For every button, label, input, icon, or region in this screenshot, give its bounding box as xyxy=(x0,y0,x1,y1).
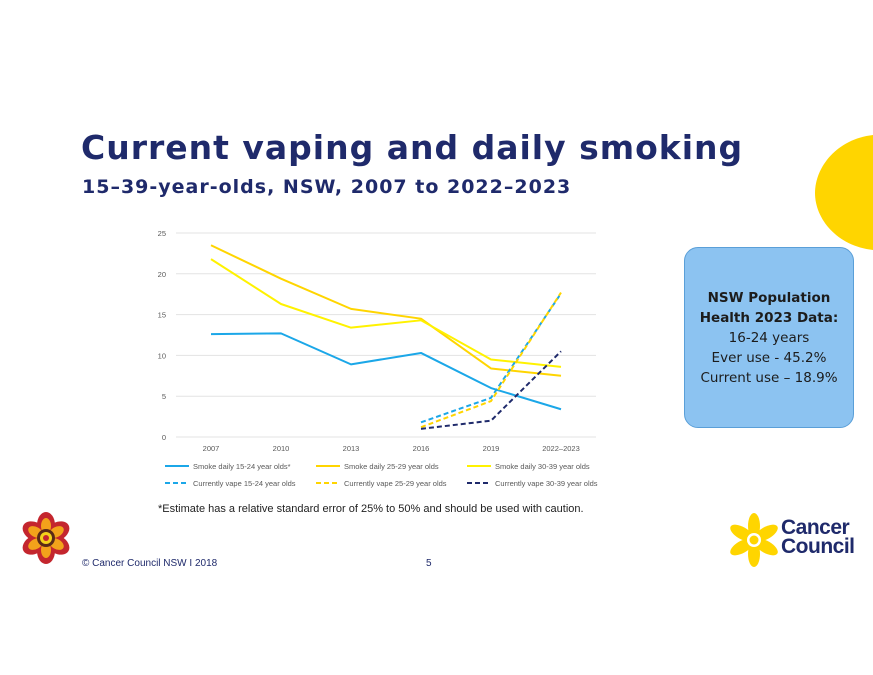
legend-label: Currently vape 25-29 year olds xyxy=(344,479,447,488)
chart-footnote: *Estimate has a relative standard error … xyxy=(158,503,584,515)
legend-label: Smoke daily 25-29 year olds xyxy=(344,462,439,471)
y-tick-label: 25 xyxy=(158,229,166,238)
legend-label: Currently vape 15-24 year olds xyxy=(193,479,296,488)
x-tick-label: 2022–2023 xyxy=(542,444,580,453)
nsw-data-callout: NSW Population Health 2023 Data: 16-24 y… xyxy=(684,247,854,428)
yellow-sun-decoration xyxy=(815,135,873,250)
x-tick-label: 2016 xyxy=(413,444,430,453)
wordmark-line1: Cancer xyxy=(781,516,850,539)
legend-label: Currently vape 30-39 year olds xyxy=(495,479,598,488)
vaping-smoking-chart: 0 5 10 15 20 25 2007 2010 2013 2016 2019 2022–2023 S… xyxy=(140,220,610,500)
series-line-2 xyxy=(210,244,562,377)
callout-ever-use: Ever use - 45.2% xyxy=(711,349,827,366)
series-line-4 xyxy=(420,292,562,424)
x-tick-label: 2019 xyxy=(483,444,500,453)
x-tick-label: 2007 xyxy=(203,444,220,453)
x-tick-label: 2010 xyxy=(273,444,290,453)
daffodil-icon xyxy=(730,513,778,567)
slide-subtitle: 15–39-year-olds, NSW, 2007 to 2022–2023 xyxy=(82,176,572,198)
y-tick-label: 15 xyxy=(158,311,166,320)
cancer-council-wordmark: Cancer Council xyxy=(781,516,855,558)
chart-svg: 0 5 10 15 20 25 2007 2010 2013 2016 2019 2022–2023 S… xyxy=(158,229,598,488)
series-line-6 xyxy=(420,350,562,430)
wordmark-line2: Council xyxy=(781,535,855,558)
series-line-3 xyxy=(210,258,562,368)
copyright-footer: © Cancer Council NSW I 2018 xyxy=(82,558,218,569)
callout-heading-line2: Health 2023 Data: xyxy=(699,309,839,326)
page-number: 5 xyxy=(426,558,432,569)
cancer-council-logo: Cancer Council xyxy=(726,512,861,568)
aboriginal-art-flower-logo xyxy=(22,512,70,564)
y-tick-label: 20 xyxy=(158,270,166,279)
y-tick-label: 10 xyxy=(158,351,166,360)
x-tick-label: 2013 xyxy=(343,444,360,453)
y-tick-label: 0 xyxy=(162,433,166,442)
series-line-5 xyxy=(420,292,562,429)
callout-heading-line1: NSW Population xyxy=(707,289,831,306)
callout-age-range: 16-24 years xyxy=(728,329,810,346)
legend-label: Smoke daily 30-39 year olds xyxy=(495,462,590,471)
legend-label: Smoke daily 15-24 year olds* xyxy=(193,462,291,471)
y-tick-label: 5 xyxy=(162,392,166,401)
callout-current-use: Current use – 18.9% xyxy=(700,369,838,386)
series-line-1 xyxy=(210,332,562,411)
slide-title: Current vaping and daily smoking xyxy=(81,128,744,167)
